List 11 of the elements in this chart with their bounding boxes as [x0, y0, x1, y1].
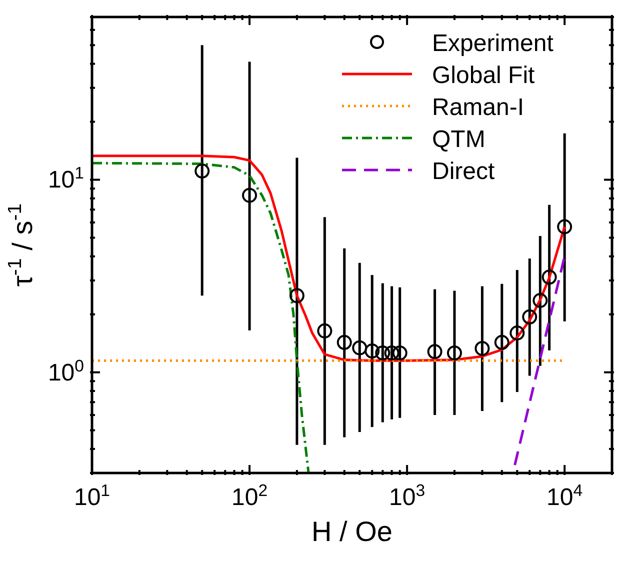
x-tick-label: 10$^{2}$ [232, 480, 268, 511]
x-axis-title: H / Oe [312, 516, 392, 547]
legend-label: Experiment [432, 30, 554, 57]
legend-label: QTM [432, 126, 486, 153]
legend-label: Global Fit [432, 62, 536, 89]
y-tick-label: 10$^{0}$ [48, 356, 84, 386]
legend-label: Direct [432, 158, 496, 185]
x-tick-label: 10$^{1}$ [74, 480, 110, 511]
x-tick-label: 10$^{3}$ [389, 480, 426, 511]
x-tick-label: 10$^{4}$ [546, 480, 583, 511]
legend-label: Raman-I [432, 94, 524, 121]
